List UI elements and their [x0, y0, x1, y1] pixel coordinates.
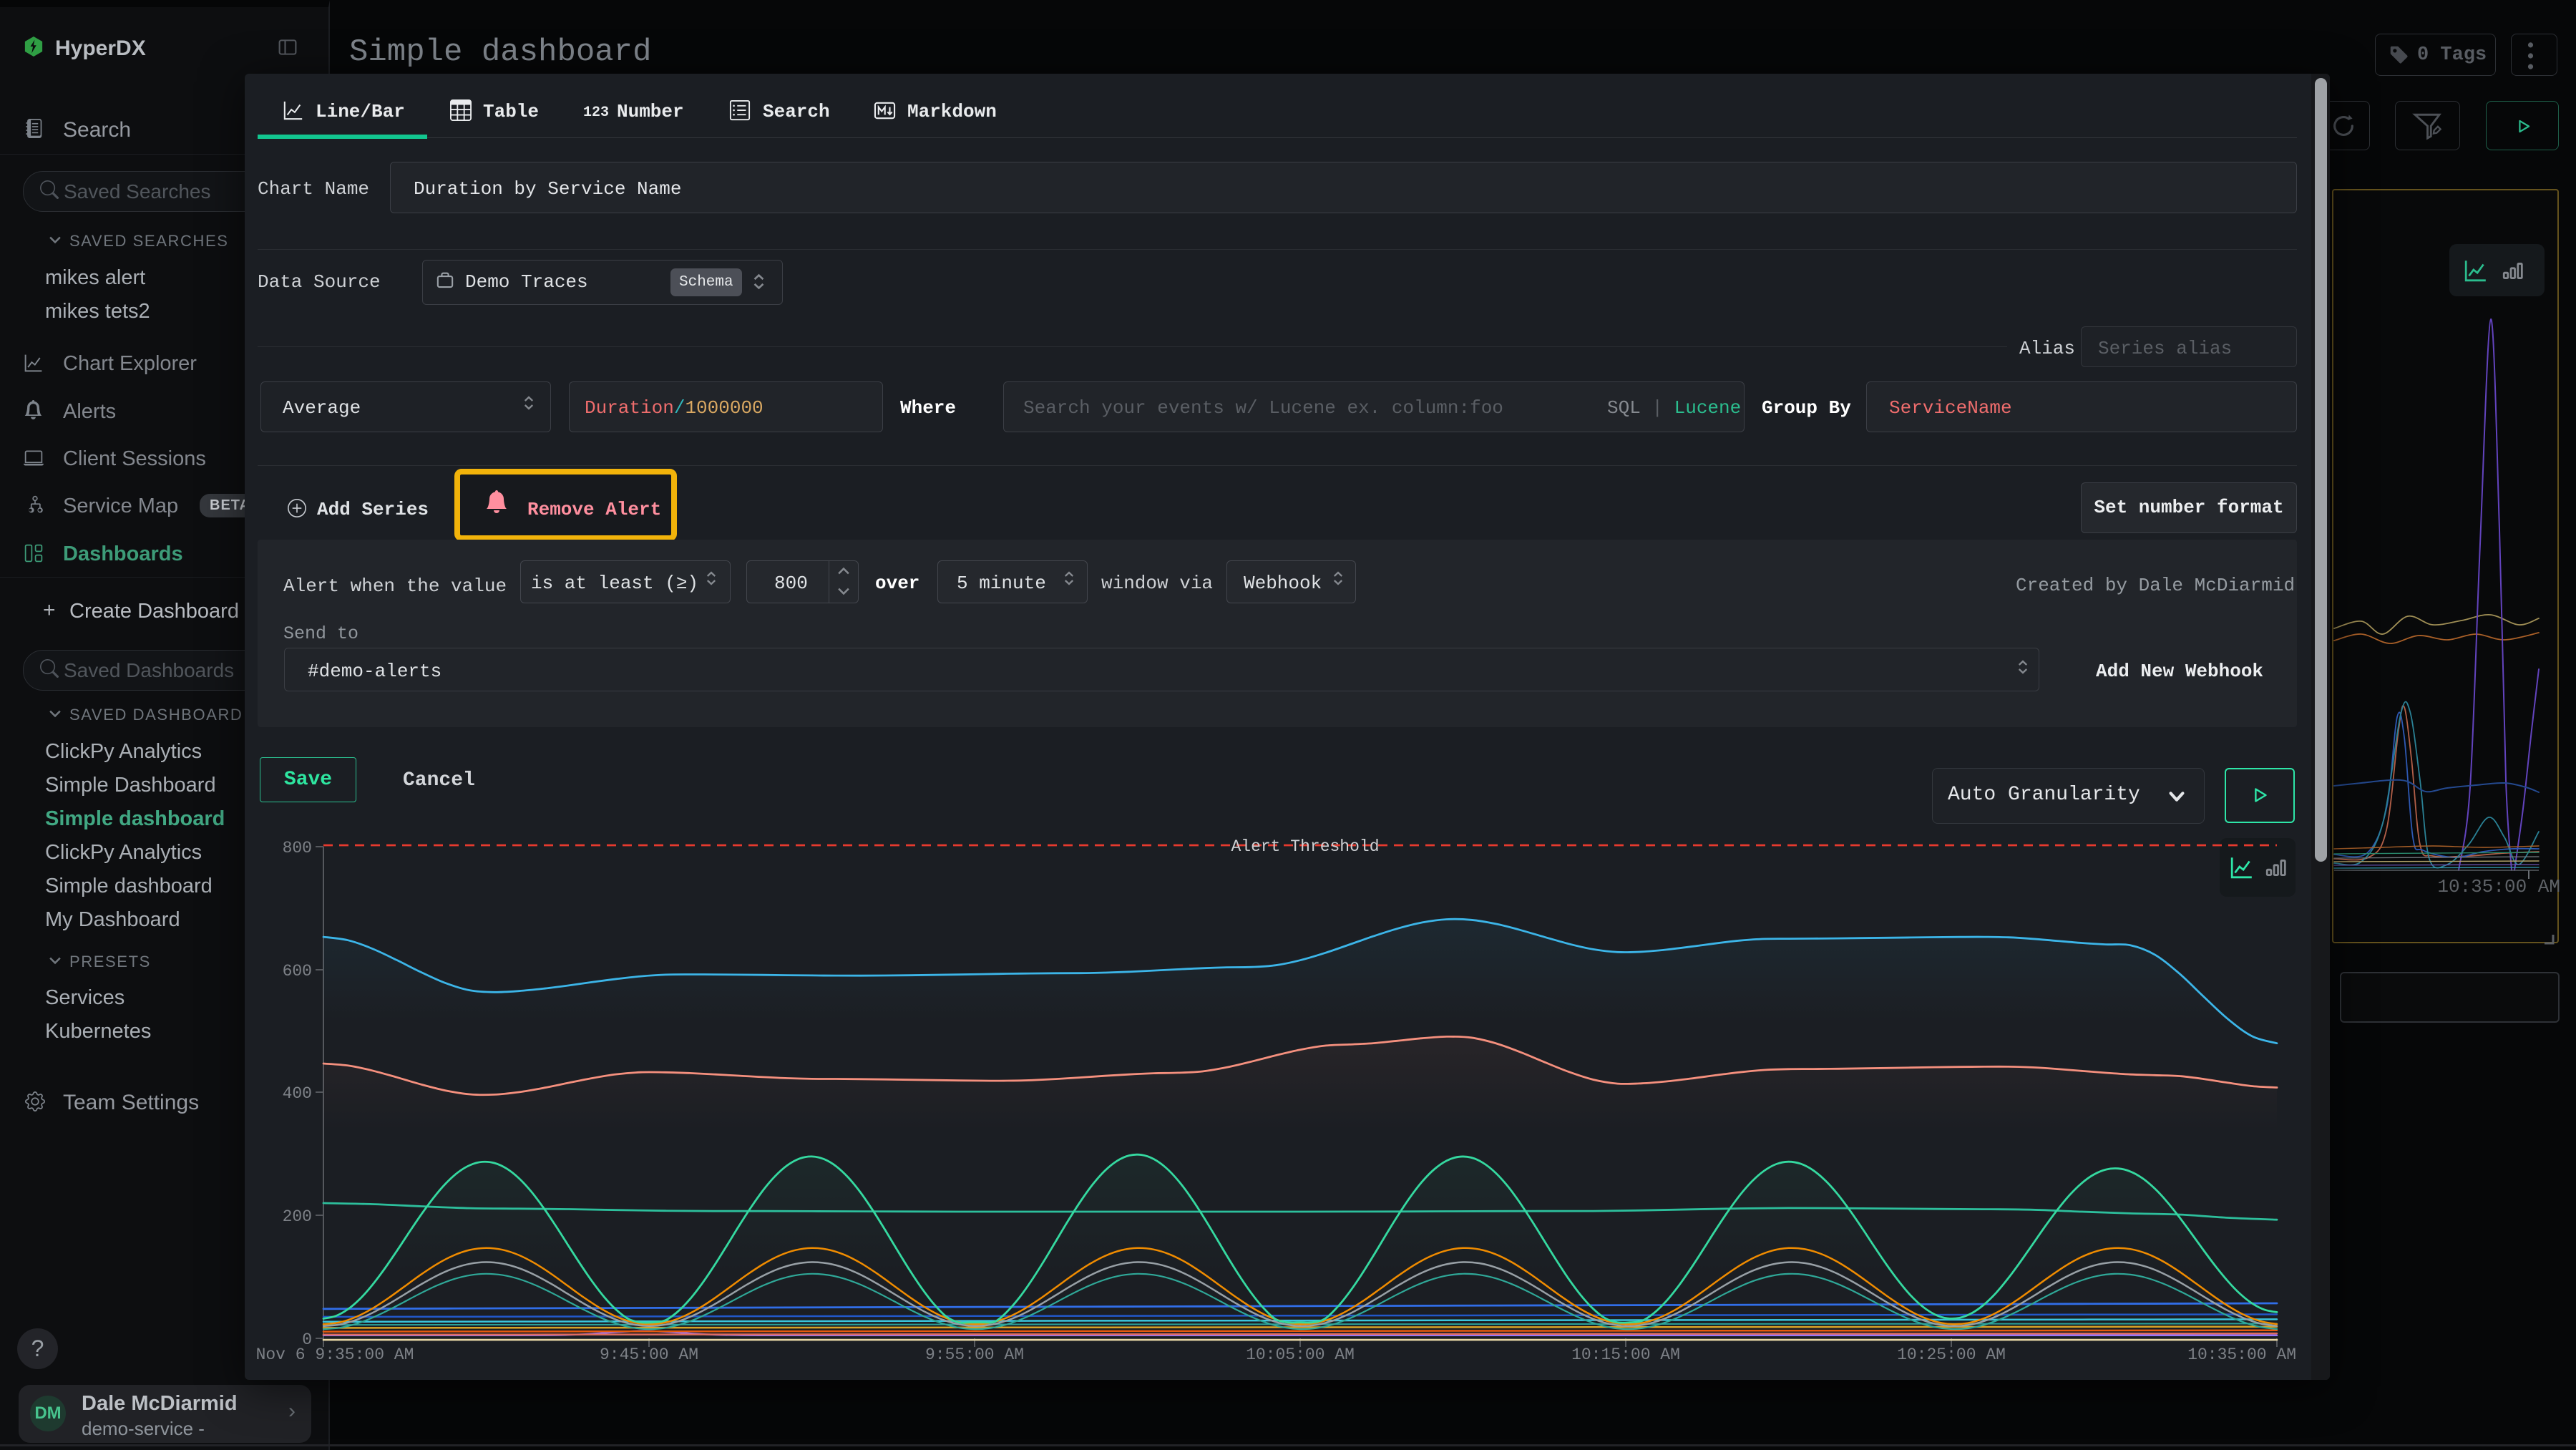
svg-text:400: 400	[283, 1084, 312, 1103]
svg-text:10:15:00 AM: 10:15:00 AM	[1571, 1346, 1680, 1364]
svg-text:9:55:00 AM: 9:55:00 AM	[925, 1346, 1024, 1364]
svg-text:200: 200	[283, 1207, 312, 1226]
svg-text:9:45:00 AM: 9:45:00 AM	[600, 1346, 698, 1364]
svg-text:10:35:00 AM: 10:35:00 AM	[2437, 876, 2560, 897]
svg-text:800: 800	[283, 839, 312, 857]
svg-text:10:05:00 AM: 10:05:00 AM	[1246, 1346, 1355, 1364]
svg-text:10:35:00 AM: 10:35:00 AM	[2187, 1346, 2296, 1364]
svg-text:Alert Threshold: Alert Threshold	[1231, 837, 1379, 856]
svg-text:0: 0	[302, 1330, 312, 1349]
svg-text:10:25:00 AM: 10:25:00 AM	[1897, 1346, 2006, 1364]
svg-text:Nov 6 9:35:00 AM: Nov 6 9:35:00 AM	[256, 1346, 414, 1364]
svg-text:600: 600	[283, 962, 312, 981]
